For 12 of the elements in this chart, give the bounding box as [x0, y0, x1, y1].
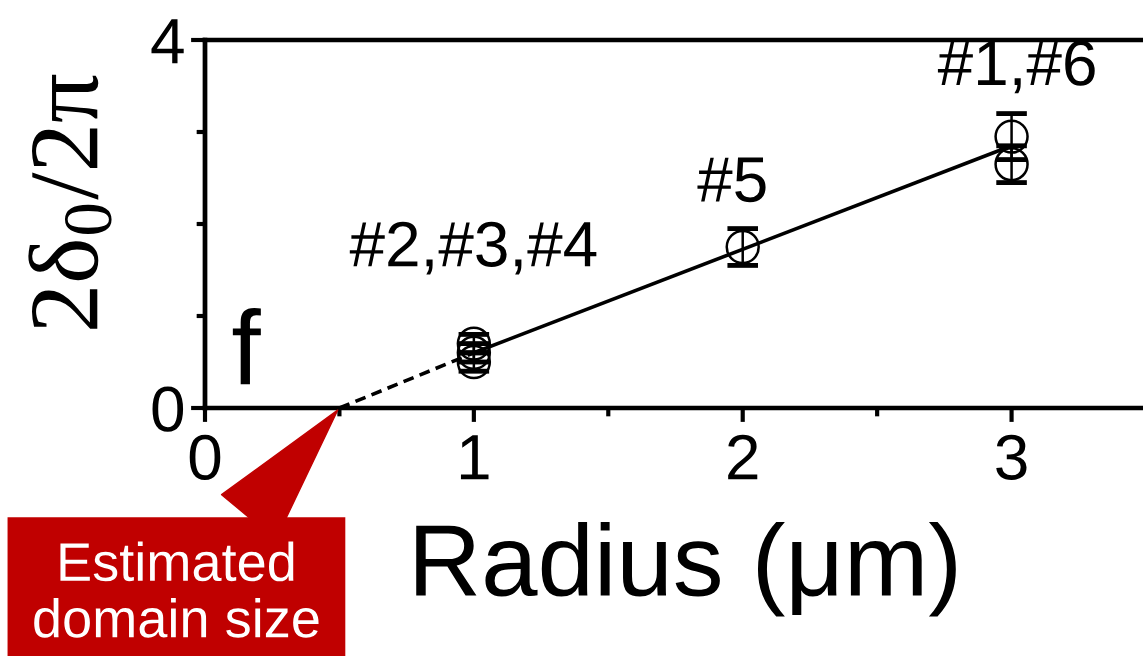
x-tick-label: 2	[728, 434, 758, 480]
y-axis-title: 2δ$_{0}$/2π	[28, 74, 112, 329]
annotation: #2,#3,#4	[349, 221, 597, 275]
y-tick-label: 4	[151, 19, 184, 64]
x-axis-title: Radius (μm)	[416, 522, 956, 617]
annotation: Estimated domain size	[34, 541, 319, 638]
x-tick-label: 0	[189, 434, 221, 480]
x-tick-label: 1	[460, 435, 489, 480]
annotation: #1,#6	[937, 40, 1095, 94]
annotation: #5	[697, 157, 766, 203]
annotation: f	[232, 307, 261, 385]
x-tick-label: 3	[996, 434, 1027, 480]
